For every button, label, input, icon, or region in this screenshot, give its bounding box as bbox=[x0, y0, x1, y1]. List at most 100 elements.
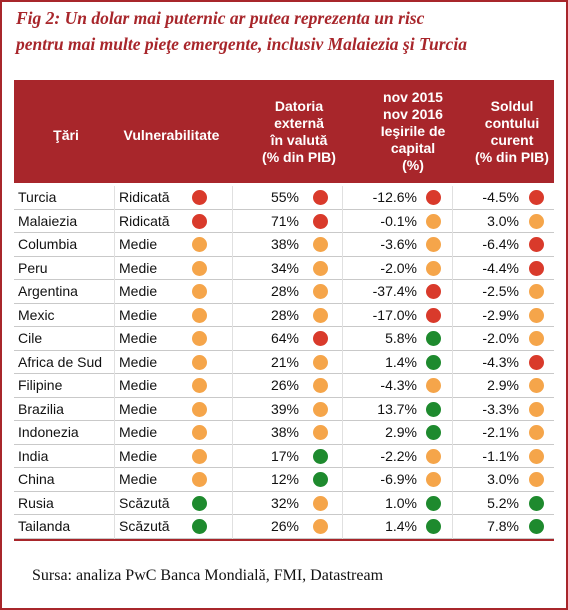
status-dot bbox=[426, 401, 441, 417]
value: -2.2% bbox=[380, 447, 417, 464]
status-dot bbox=[529, 495, 544, 511]
value: -0.1% bbox=[380, 212, 417, 229]
country: Africa de Sud bbox=[18, 353, 103, 370]
status-dot bbox=[192, 260, 207, 276]
column-header: contului bbox=[484, 114, 540, 131]
status-dot bbox=[426, 331, 441, 346]
row-line bbox=[14, 396, 554, 398]
header-band bbox=[14, 80, 554, 183]
vulnerability: Medie bbox=[119, 447, 158, 464]
column-header: externă bbox=[274, 114, 324, 131]
status-dot bbox=[313, 260, 328, 276]
value: 5.2% bbox=[487, 494, 519, 511]
status-dot bbox=[313, 237, 328, 252]
value: 3.0% bbox=[487, 471, 519, 487]
status-dot bbox=[192, 425, 207, 440]
status-dot bbox=[426, 190, 441, 205]
vulnerability: Medie bbox=[119, 377, 158, 393]
status-dot bbox=[426, 260, 441, 276]
value: 17% bbox=[270, 447, 299, 464]
value: -2.9% bbox=[482, 306, 519, 323]
value: -12.6% bbox=[372, 189, 417, 205]
status-dot bbox=[192, 237, 207, 252]
status-dot bbox=[426, 213, 441, 229]
column-header: Ieşirile de bbox=[380, 123, 446, 139]
country: Rusia bbox=[18, 494, 54, 511]
status-dot bbox=[529, 307, 544, 323]
status-dot bbox=[192, 401, 207, 417]
row-line bbox=[14, 373, 554, 374]
value: 3.0% bbox=[487, 212, 519, 229]
value: -3.6% bbox=[380, 236, 417, 252]
status-dot bbox=[313, 378, 328, 393]
vulnerability: Scăzută bbox=[119, 518, 170, 534]
value: 28% bbox=[270, 306, 299, 323]
vulnerability: Ridicată bbox=[119, 189, 170, 205]
value: -4.3% bbox=[380, 377, 417, 393]
row-line bbox=[14, 302, 554, 304]
status-dot bbox=[529, 448, 544, 464]
country: Filipine bbox=[18, 377, 63, 393]
value: -2.1% bbox=[482, 424, 519, 440]
vulnerability: Scăzută bbox=[119, 494, 170, 511]
row-line bbox=[14, 537, 554, 539]
value: 71% bbox=[270, 212, 299, 229]
status-dot bbox=[426, 307, 441, 323]
column-header: (%) bbox=[402, 157, 424, 173]
value: 26% bbox=[270, 518, 299, 534]
status-dot bbox=[426, 284, 441, 299]
column-header: nov 2016 bbox=[383, 106, 443, 122]
row-line bbox=[14, 232, 554, 233]
column-header: Ţări bbox=[53, 127, 79, 143]
status-dot bbox=[529, 378, 544, 393]
status-dot bbox=[529, 425, 544, 440]
status-dot bbox=[313, 190, 328, 205]
status-dot bbox=[529, 472, 544, 487]
value: 2.9% bbox=[487, 377, 519, 393]
country: India bbox=[18, 447, 49, 464]
column-header: nov 2015 bbox=[383, 89, 443, 105]
status-dot bbox=[192, 190, 207, 205]
status-dot bbox=[192, 331, 207, 346]
country: Turcia bbox=[18, 189, 57, 205]
title-line: Fig 2: Un dolar mai puternic ar putea re… bbox=[16, 8, 425, 28]
column-header: Vulnerabilitate bbox=[123, 127, 220, 143]
status-dot bbox=[313, 425, 328, 440]
value: 32% bbox=[270, 494, 299, 511]
status-dot bbox=[529, 354, 544, 370]
country: Indonezia bbox=[18, 424, 79, 440]
vulnerability: Medie bbox=[119, 330, 158, 346]
row-line bbox=[14, 208, 554, 210]
value: 12% bbox=[270, 471, 299, 487]
status-dot bbox=[192, 495, 207, 511]
status-dot bbox=[529, 519, 544, 534]
row-line bbox=[14, 326, 554, 327]
status-dot bbox=[529, 190, 544, 205]
status-dot bbox=[192, 378, 207, 393]
status-dot bbox=[313, 213, 328, 229]
column-line bbox=[232, 186, 233, 539]
status-dot bbox=[313, 401, 328, 417]
status-dot bbox=[192, 519, 207, 534]
value: -1.1% bbox=[482, 447, 519, 464]
row-line bbox=[14, 349, 554, 351]
row-line bbox=[14, 279, 554, 280]
status-dot bbox=[426, 425, 441, 440]
source: Sursa: analiza PwC Banca Mondială, FMI, … bbox=[32, 567, 384, 584]
value: 2.9% bbox=[385, 424, 417, 440]
value: 34% bbox=[270, 259, 299, 276]
status-dot bbox=[313, 307, 328, 323]
status-dot bbox=[313, 472, 328, 487]
vulnerability: Medie bbox=[119, 236, 158, 252]
status-dot bbox=[426, 519, 441, 534]
status-dot bbox=[313, 331, 328, 346]
value: 26% bbox=[270, 377, 299, 393]
column-header: Soldul bbox=[490, 97, 534, 114]
status-dot bbox=[529, 401, 544, 417]
vulnerability: Medie bbox=[119, 471, 158, 487]
value: -4.5% bbox=[482, 189, 519, 205]
country: Mexic bbox=[18, 306, 55, 323]
column-header: Datoria bbox=[274, 97, 324, 114]
country: Columbia bbox=[18, 236, 78, 252]
status-dot bbox=[426, 378, 441, 393]
